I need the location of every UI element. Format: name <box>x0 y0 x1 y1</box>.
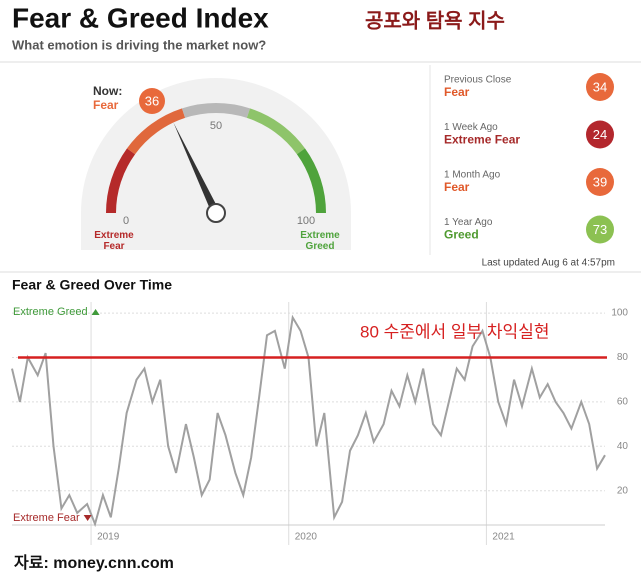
x-tick-label: 2019 <box>97 532 120 543</box>
history-badge <box>586 73 614 101</box>
last-updated: Last updated Aug 6 at 4:57pm <box>482 258 615 269</box>
history-badge <box>586 168 614 196</box>
top-label: Extreme Greed <box>13 306 88 318</box>
history-rating: Fear <box>444 85 470 99</box>
title: Fear & Greed Index <box>12 2 269 33</box>
history-label: Previous Close <box>444 75 512 86</box>
gauge-arc <box>182 103 250 118</box>
source: 자료: money.cnn.com <box>14 554 174 572</box>
gauge-tick-label: 0 <box>123 215 129 227</box>
up-arrow <box>91 309 100 315</box>
gauge-tick-label: 50 <box>210 120 222 132</box>
now-label: Now: <box>93 84 122 98</box>
y-tick-label: 80 <box>617 352 629 363</box>
y-tick-label: 20 <box>617 485 629 496</box>
gauge-arc <box>127 108 186 155</box>
history-badge <box>586 120 614 149</box>
x-tick-label: 2020 <box>295 532 318 543</box>
gauge-tick-label: 100 <box>297 215 315 227</box>
x-tick-label: 2021 <box>492 532 515 543</box>
history-value: 24 <box>593 127 607 142</box>
history-label: 1 Month Ago <box>444 170 501 181</box>
history-label: 1 Week Ago <box>444 122 498 133</box>
history-value: 34 <box>593 79 607 94</box>
history-label: 1 Year Ago <box>444 217 493 228</box>
history-value: 73 <box>593 222 607 237</box>
gauge-arc <box>246 108 305 155</box>
now-rating: Fear <box>93 98 119 112</box>
history-rating: Fear <box>444 180 470 194</box>
y-tick-label: 40 <box>617 441 629 452</box>
y-tick-label: 100 <box>611 308 628 319</box>
gauge-arc <box>296 148 326 214</box>
down-arrow <box>83 515 92 521</box>
zone-label: Extreme Greed <box>300 230 340 252</box>
line <box>11 314 606 528</box>
needle <box>173 122 220 215</box>
history-value: 39 <box>593 174 607 189</box>
annotation: 80 수준에서 일부 차익실현 <box>360 322 549 341</box>
history-rating: Extreme Fear <box>444 133 520 147</box>
zone-label: Extreme Fear <box>94 230 134 252</box>
history-badge <box>586 215 614 244</box>
chart-title: Fear & Greed Over Time <box>12 277 172 293</box>
korean-title: 공포와 탐욕 지수 <box>365 9 505 32</box>
bottom-label: Extreme Fear <box>13 512 80 524</box>
gauge-arc <box>106 148 136 214</box>
gauge-background <box>81 78 351 250</box>
now-value: 36 <box>145 93 159 108</box>
y-tick-label: 60 <box>617 397 629 408</box>
subtitle: What emotion is driving the market now? <box>12 37 266 52</box>
needle-hub <box>206 203 226 223</box>
now-badge <box>139 88 165 114</box>
history-rating: Greed <box>444 228 479 242</box>
